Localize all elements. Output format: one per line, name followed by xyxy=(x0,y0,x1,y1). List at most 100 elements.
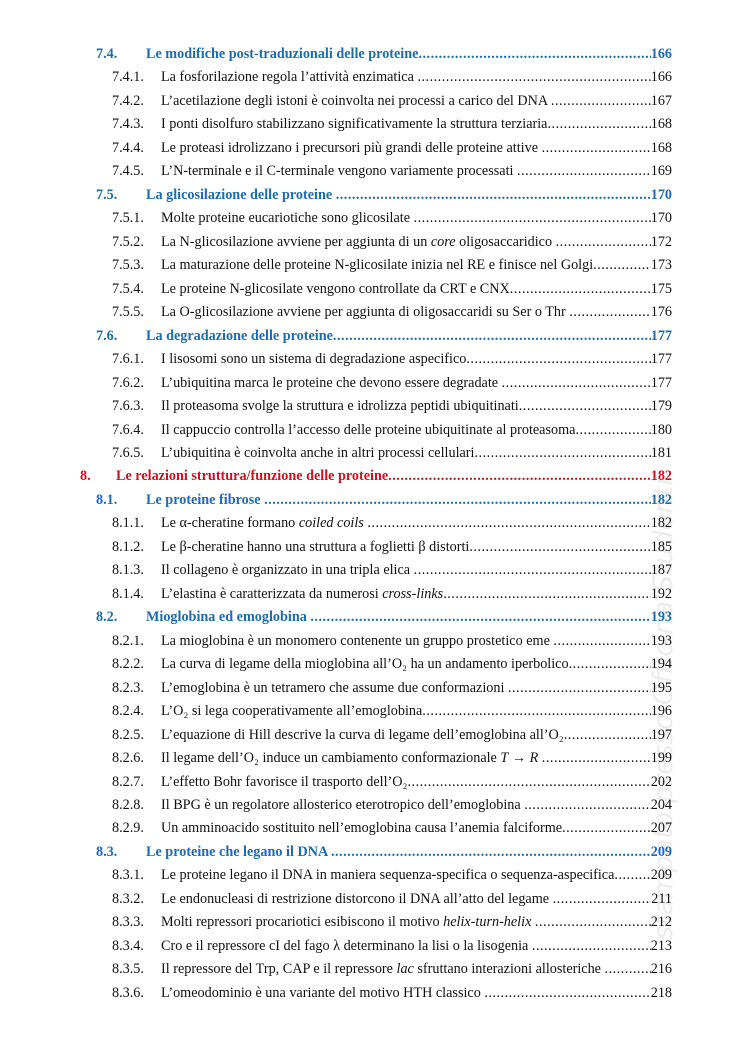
page-number[interactable]: 173 xyxy=(650,257,672,274)
toc-entry-subsection[interactable]: 8.1.3. Il collageno è organizzato in una … xyxy=(0,559,744,582)
toc-entry-subsection[interactable]: 7.5.3. La maturazione delle proteine N-gl… xyxy=(0,254,744,277)
dot-leader xyxy=(331,841,651,864)
toc-entry-subsection[interactable]: 8.2.7. L’effetto Bohr favorisce il traspo… xyxy=(0,771,744,794)
toc-entry-section[interactable]: 7.5. La glicosilazione delle proteine 170 xyxy=(0,184,744,207)
toc-entry-subsection[interactable]: 7.5.4. Le proteine N-glicosilate vengono … xyxy=(0,278,744,301)
toc-entry-subsection[interactable]: 8.1.4. L’elastina è caratterizzata da num… xyxy=(0,583,744,606)
toc-entry-subsection[interactable]: 7.6.1. I lisosomi sono un sistema di degr… xyxy=(0,348,744,371)
toc-entry-chapter[interactable]: 8. Le relazioni struttura/funzione delle … xyxy=(0,465,744,488)
page-number[interactable]: 170 xyxy=(650,186,672,203)
toc-entry-subsection[interactable]: 8.3.1. Le proteine legano il DNA in manie… xyxy=(0,864,744,887)
page-number[interactable]: 180 xyxy=(650,421,672,438)
toc-entry-subsection[interactable]: 8.1.2. Le β-cheratine hanno una struttura… xyxy=(0,536,744,559)
page-number[interactable]: 216 xyxy=(650,961,672,978)
toc-entry-subsection[interactable]: 8.2.5. L’equazione di Hill descrive la cu… xyxy=(0,724,744,747)
toc-entry-subsection[interactable]: 7.5.2. La N-glicosilazione avviene per ag… xyxy=(0,231,744,254)
toc-entry-section[interactable]: 7.4. Le modifiche post-traduzionali delle… xyxy=(0,43,744,66)
toc-entry-subsection[interactable]: 7.5.1. Molte proteine eucariotiche sono g… xyxy=(0,207,744,230)
page-number[interactable]: 169 xyxy=(650,163,672,180)
toc-entry-section[interactable]: 7.6. La degradazione delle proteine 177 xyxy=(0,325,744,348)
page-number[interactable]: 218 xyxy=(650,984,672,1001)
entry-line: Le β-cheratine hanno una struttura a fog… xyxy=(161,536,672,559)
toc-entry-subsection[interactable]: 8.1.1. Le α-cheratine formano coiled coil… xyxy=(0,512,744,535)
page-number[interactable]: 177 xyxy=(650,374,672,391)
page-number[interactable]: 179 xyxy=(650,398,672,415)
toc-entry-subsection[interactable]: 7.4.2. L’acetilazione degli istoni è coin… xyxy=(0,90,744,113)
page-number[interactable]: 168 xyxy=(650,139,672,156)
toc-entry-subsection[interactable]: 7.6.3. Il proteasoma svolge la struttura … xyxy=(0,395,744,418)
entry-title: Mioglobina ed emoglobina xyxy=(146,606,310,629)
page-number[interactable]: 170 xyxy=(650,210,672,227)
page-number[interactable]: 213 xyxy=(650,937,672,954)
page-number[interactable]: 176 xyxy=(650,304,672,321)
toc-entry-subsection[interactable]: 7.4.5. L’N-terminale e il C-terminale ven… xyxy=(0,160,744,183)
page-number[interactable]: 212 xyxy=(650,914,672,931)
page-number[interactable]: 172 xyxy=(650,233,672,250)
entry-line: Il collageno è organizzato in una tripla… xyxy=(161,559,672,582)
page-number[interactable]: 193 xyxy=(650,632,672,649)
page-number[interactable]: 194 xyxy=(650,656,672,673)
toc-entry-subsection[interactable]: 7.4.1. La fosforilazione regola l’attivit… xyxy=(0,66,744,89)
toc-entry-subsection[interactable]: 7.6.5. L’ubiquitina è coinvolta anche in … xyxy=(0,442,744,465)
entry-line: La maturazione delle proteine N-glicosil… xyxy=(161,254,672,277)
entry-title: L’acetilazione degli istoni è coinvolta … xyxy=(161,90,551,113)
dot-leader xyxy=(551,90,651,113)
entry-title: I lisosomi sono un sistema di degradazio… xyxy=(161,348,466,371)
page-number[interactable]: 185 xyxy=(650,538,672,555)
page-number[interactable]: 199 xyxy=(650,750,672,767)
title-segment: lac xyxy=(396,961,414,978)
entry-line: L’omeodominio è una variante del motivo … xyxy=(161,982,672,1005)
page-number[interactable]: 182 xyxy=(650,468,672,485)
toc-entry-subsection[interactable]: 8.3.4. Cro e il repressore cI del fago λ … xyxy=(0,935,744,958)
page-number[interactable]: 202 xyxy=(650,773,672,790)
toc-entry-section[interactable]: 8.1. Le proteine fibrose 182 xyxy=(0,489,744,512)
page-number[interactable]: 193 xyxy=(650,609,672,626)
page-number[interactable]: 192 xyxy=(650,585,672,602)
toc-entry-subsection[interactable]: 8.3.3. Molti repressori procariotici esib… xyxy=(0,911,744,934)
page-number[interactable]: 211 xyxy=(651,890,672,907)
page-number[interactable]: 209 xyxy=(650,843,672,860)
toc-entry-subsection[interactable]: 8.2.6. Il legame dell’O₂ induce un cambia… xyxy=(0,747,744,770)
toc-entry-section[interactable]: 8.3. Le proteine che legano il DNA 209 xyxy=(0,841,744,864)
page-number[interactable]: 195 xyxy=(650,679,672,696)
dot-leader xyxy=(418,43,650,66)
page-number[interactable]: 177 xyxy=(650,351,672,368)
toc-entry-subsection[interactable]: 7.4.3. I ponti disolfuro stabilizzano sig… xyxy=(0,113,744,136)
toc-entry-subsection[interactable]: 8.2.4. L’O₂ si lega cooperativamente all’… xyxy=(0,700,744,723)
page-number[interactable]: 166 xyxy=(650,69,672,86)
toc-entry-subsection[interactable]: 7.4.4. Le proteasi idrolizzano i precurso… xyxy=(0,137,744,160)
title-segment: L’emoglobina è un tetramero che assume d… xyxy=(161,679,508,696)
toc-entry-subsection[interactable]: 7.5.5. La O-glicosilazione avviene per ag… xyxy=(0,301,744,324)
toc-entry-subsection[interactable]: 8.3.6. L’omeodominio è una variante del m… xyxy=(0,982,744,1005)
page-number[interactable]: 187 xyxy=(650,562,672,579)
page-number[interactable]: 209 xyxy=(650,867,672,884)
page-number[interactable]: 182 xyxy=(650,515,672,532)
page-number[interactable]: 204 xyxy=(650,797,672,813)
entry-title: Un amminoacido sostituito nell’emoglobin… xyxy=(161,817,562,840)
toc-entry-subsection[interactable]: 8.2.1. La mioglobina è un monomero conten… xyxy=(0,630,744,653)
page-number[interactable]: 196 xyxy=(650,703,672,720)
entry-line: Le endonucleasi di restrizione distorcon… xyxy=(161,888,672,911)
entry-number: 7.4.2. xyxy=(112,92,144,109)
toc-entry-subsection[interactable]: 8.2.8. Il BPG è un regolatore allosterico… xyxy=(0,794,744,817)
entry-title: Il legame dell’O₂ induce un cambiamento … xyxy=(161,747,542,770)
entry-line: La glicosilazione delle proteine 170 xyxy=(146,184,672,207)
toc-entry-subsection[interactable]: 8.3.5. Il repressore del Trp, CAP e il re… xyxy=(0,958,744,981)
page-number[interactable]: 177 xyxy=(650,327,672,344)
toc-entry-section[interactable]: 8.2. Mioglobina ed emoglobina 193 xyxy=(0,606,744,629)
entry-title: L’ubiquitina è coinvolta anche in altri … xyxy=(161,442,474,465)
page-number[interactable]: 168 xyxy=(650,116,672,133)
page-number[interactable]: 197 xyxy=(650,726,672,743)
toc-entry-subsection[interactable]: 8.2.2. La curva di legame della mioglobin… xyxy=(0,653,744,676)
toc-entry-subsection[interactable]: 8.2.9. Un amminoacido sostituito nell’emo… xyxy=(0,817,744,840)
page-number[interactable]: 182 xyxy=(650,491,672,508)
page-number[interactable]: 167 xyxy=(650,92,672,109)
page-number[interactable]: 166 xyxy=(650,46,672,62)
toc-entry-subsection[interactable]: 7.6.4. Il cappuccio controlla l’accesso d… xyxy=(0,419,744,442)
page-number[interactable]: 181 xyxy=(650,444,672,461)
toc-entry-subsection[interactable]: 8.2.3. L’emoglobina è un tetramero che as… xyxy=(0,677,744,700)
toc-entry-subsection[interactable]: 8.3.2. Le endonucleasi di restrizione dis… xyxy=(0,888,744,911)
page-number[interactable]: 175 xyxy=(650,280,672,297)
page-number[interactable]: 207 xyxy=(650,820,672,837)
toc-entry-subsection[interactable]: 7.6.2. L’ubiquitina marca le proteine che… xyxy=(0,372,744,395)
